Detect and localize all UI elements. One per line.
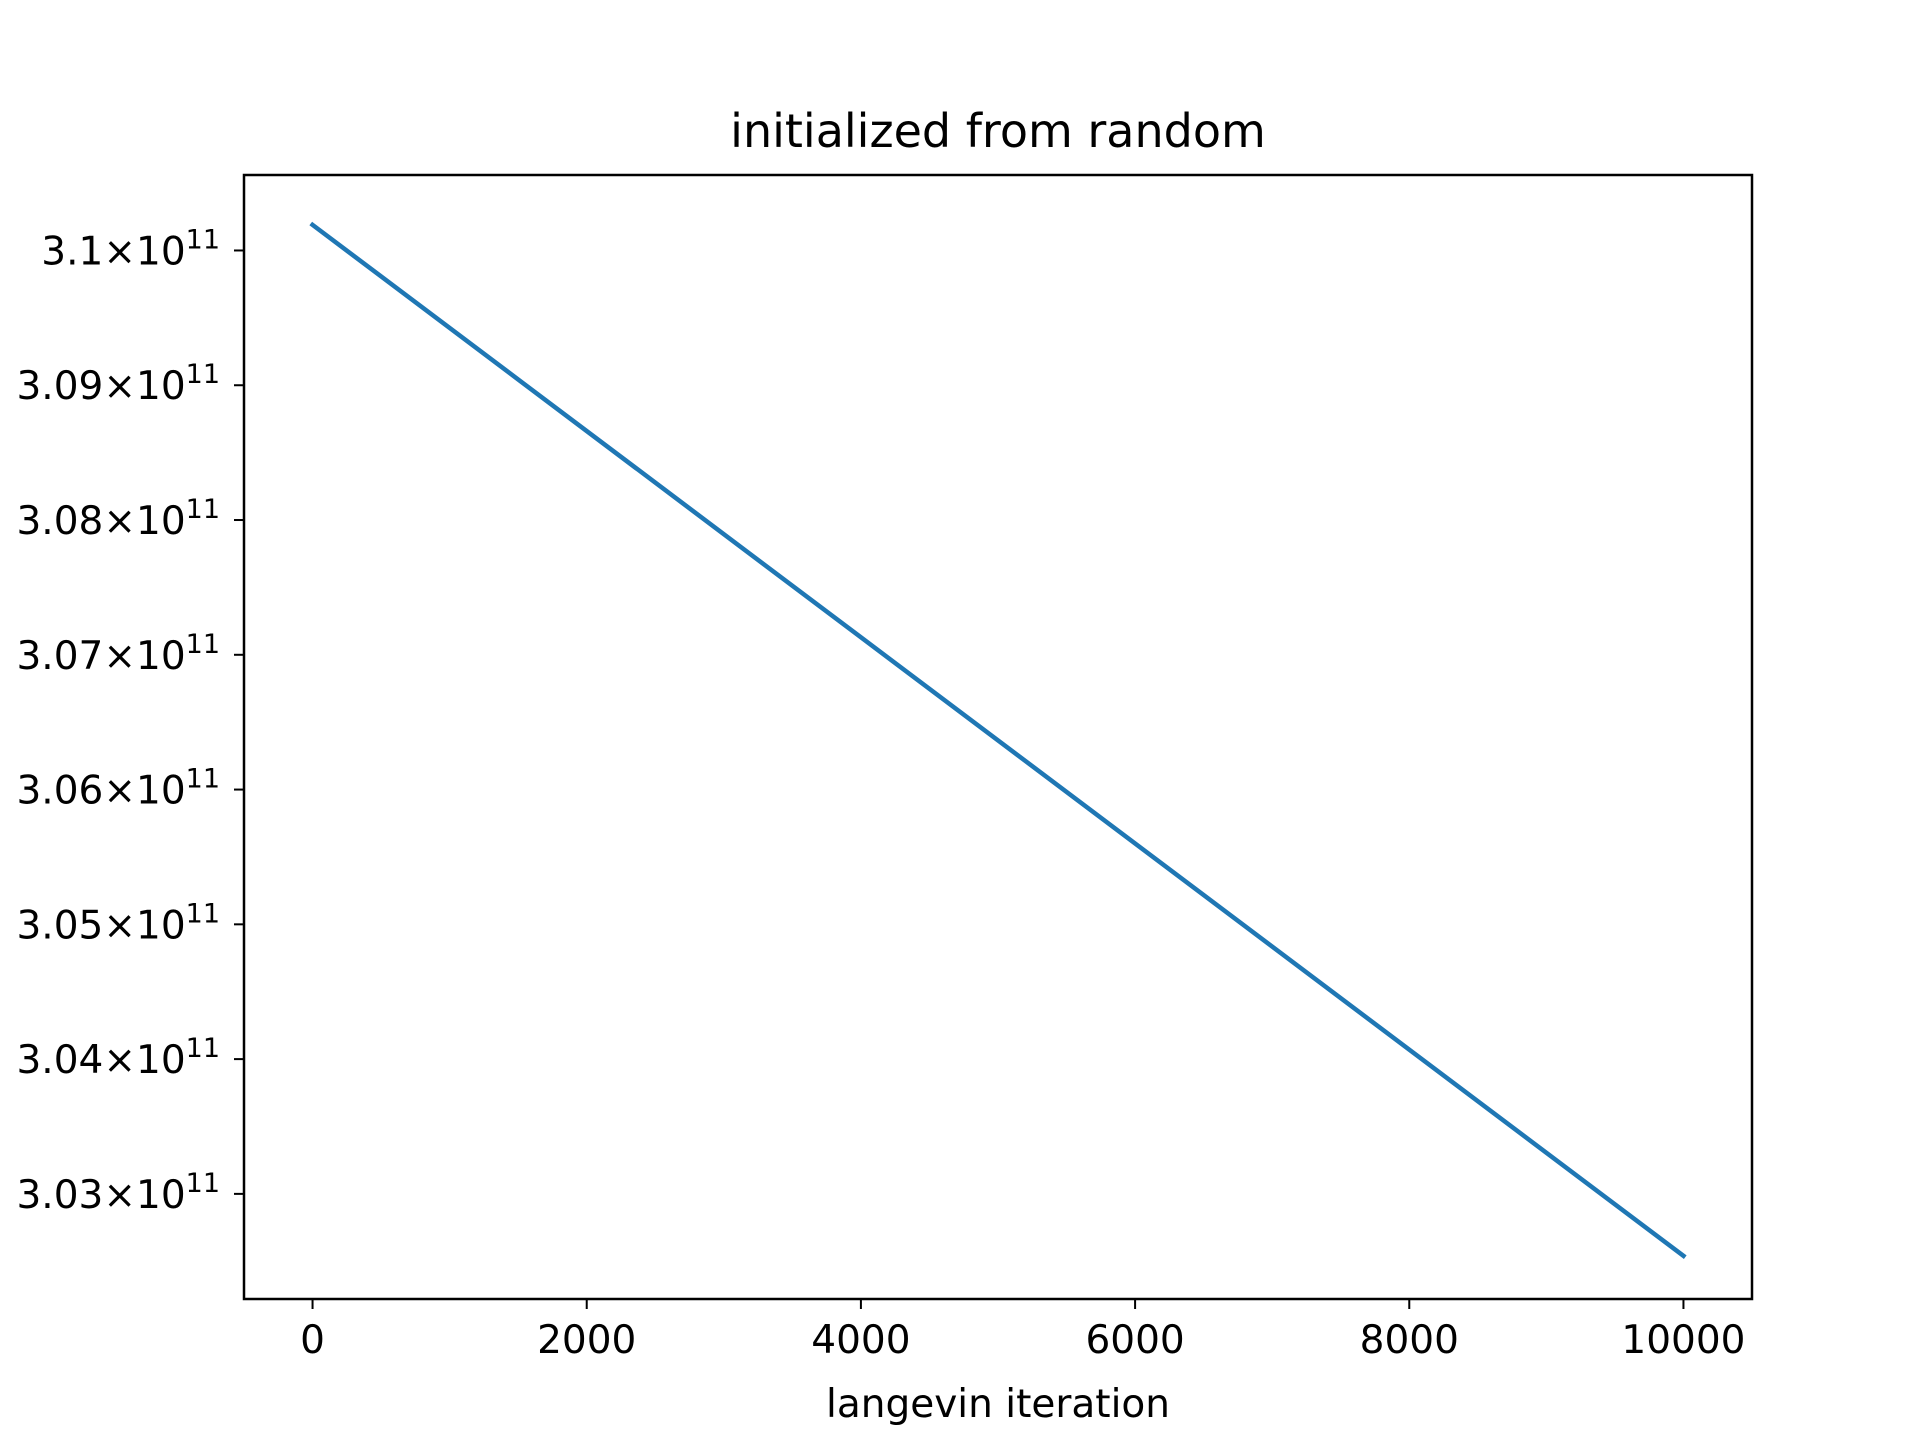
series-layer <box>309 221 1687 1260</box>
y-tick-mantissa: 3.1 <box>41 229 103 274</box>
y-tick-label: 3.05×1011 <box>16 898 220 948</box>
y-tick-mantissa: 3.06 <box>16 769 103 814</box>
y-tick-mantissa: 3.08 <box>16 499 103 544</box>
plot-frame <box>242 173 1754 1301</box>
x-tick-label: 0 <box>300 1318 325 1363</box>
y-tick-label: 3.03×1011 <box>16 1168 220 1218</box>
y-tick-mantissa: 3.05 <box>16 903 103 948</box>
y-tick-mantissa: 3.07 <box>16 634 103 679</box>
x-tick-label: 4000 <box>811 1318 910 1363</box>
times-sign: ×10 <box>103 499 185 544</box>
y-axis-ticks: 3.03×10113.04×10113.05×10113.06×10113.07… <box>16 224 244 1218</box>
y-tick-mantissa: 3.04 <box>16 1038 103 1083</box>
series-line <box>309 221 1687 1260</box>
y-tick-exponent: 11 <box>186 224 220 255</box>
y-tick-label: 3.04×1011 <box>16 1033 220 1083</box>
x-axis-label: langevin iteration <box>826 1382 1170 1427</box>
chart-title: initialized from random <box>730 104 1266 158</box>
x-tick-label: 8000 <box>1360 1318 1459 1363</box>
y-tick-exponent: 11 <box>186 898 220 929</box>
times-sign: ×10 <box>103 903 185 948</box>
y-tick-label: 3.1×1011 <box>41 224 220 274</box>
times-sign: ×10 <box>103 1038 185 1083</box>
y-tick-exponent: 11 <box>186 629 220 660</box>
y-tick-mantissa: 3.09 <box>16 364 103 409</box>
times-sign: ×10 <box>103 229 185 274</box>
y-tick-exponent: 11 <box>186 494 220 525</box>
y-tick-label: 3.07×1011 <box>16 629 220 679</box>
times-sign: ×10 <box>103 364 185 409</box>
y-tick-label: 3.09×1011 <box>16 359 220 409</box>
times-sign: ×10 <box>103 1173 185 1218</box>
x-tick-label: 10000 <box>1621 1318 1745 1363</box>
y-tick-mantissa: 3.03 <box>16 1173 103 1218</box>
x-tick-label: 6000 <box>1085 1318 1184 1363</box>
y-tick-exponent: 11 <box>186 1168 220 1199</box>
times-sign: ×10 <box>103 769 185 814</box>
x-axis-ticks: 0 2000 4000 6000 8000 10000 <box>300 1299 1745 1363</box>
y-tick-exponent: 11 <box>186 764 220 795</box>
y-tick-label: 3.08×1011 <box>16 494 220 544</box>
times-sign: ×10 <box>103 634 185 679</box>
y-tick-exponent: 11 <box>186 1033 220 1064</box>
y-tick-exponent: 11 <box>186 359 220 390</box>
x-tick-label: 2000 <box>537 1318 636 1363</box>
y-tick-label: 3.06×1011 <box>16 764 220 814</box>
